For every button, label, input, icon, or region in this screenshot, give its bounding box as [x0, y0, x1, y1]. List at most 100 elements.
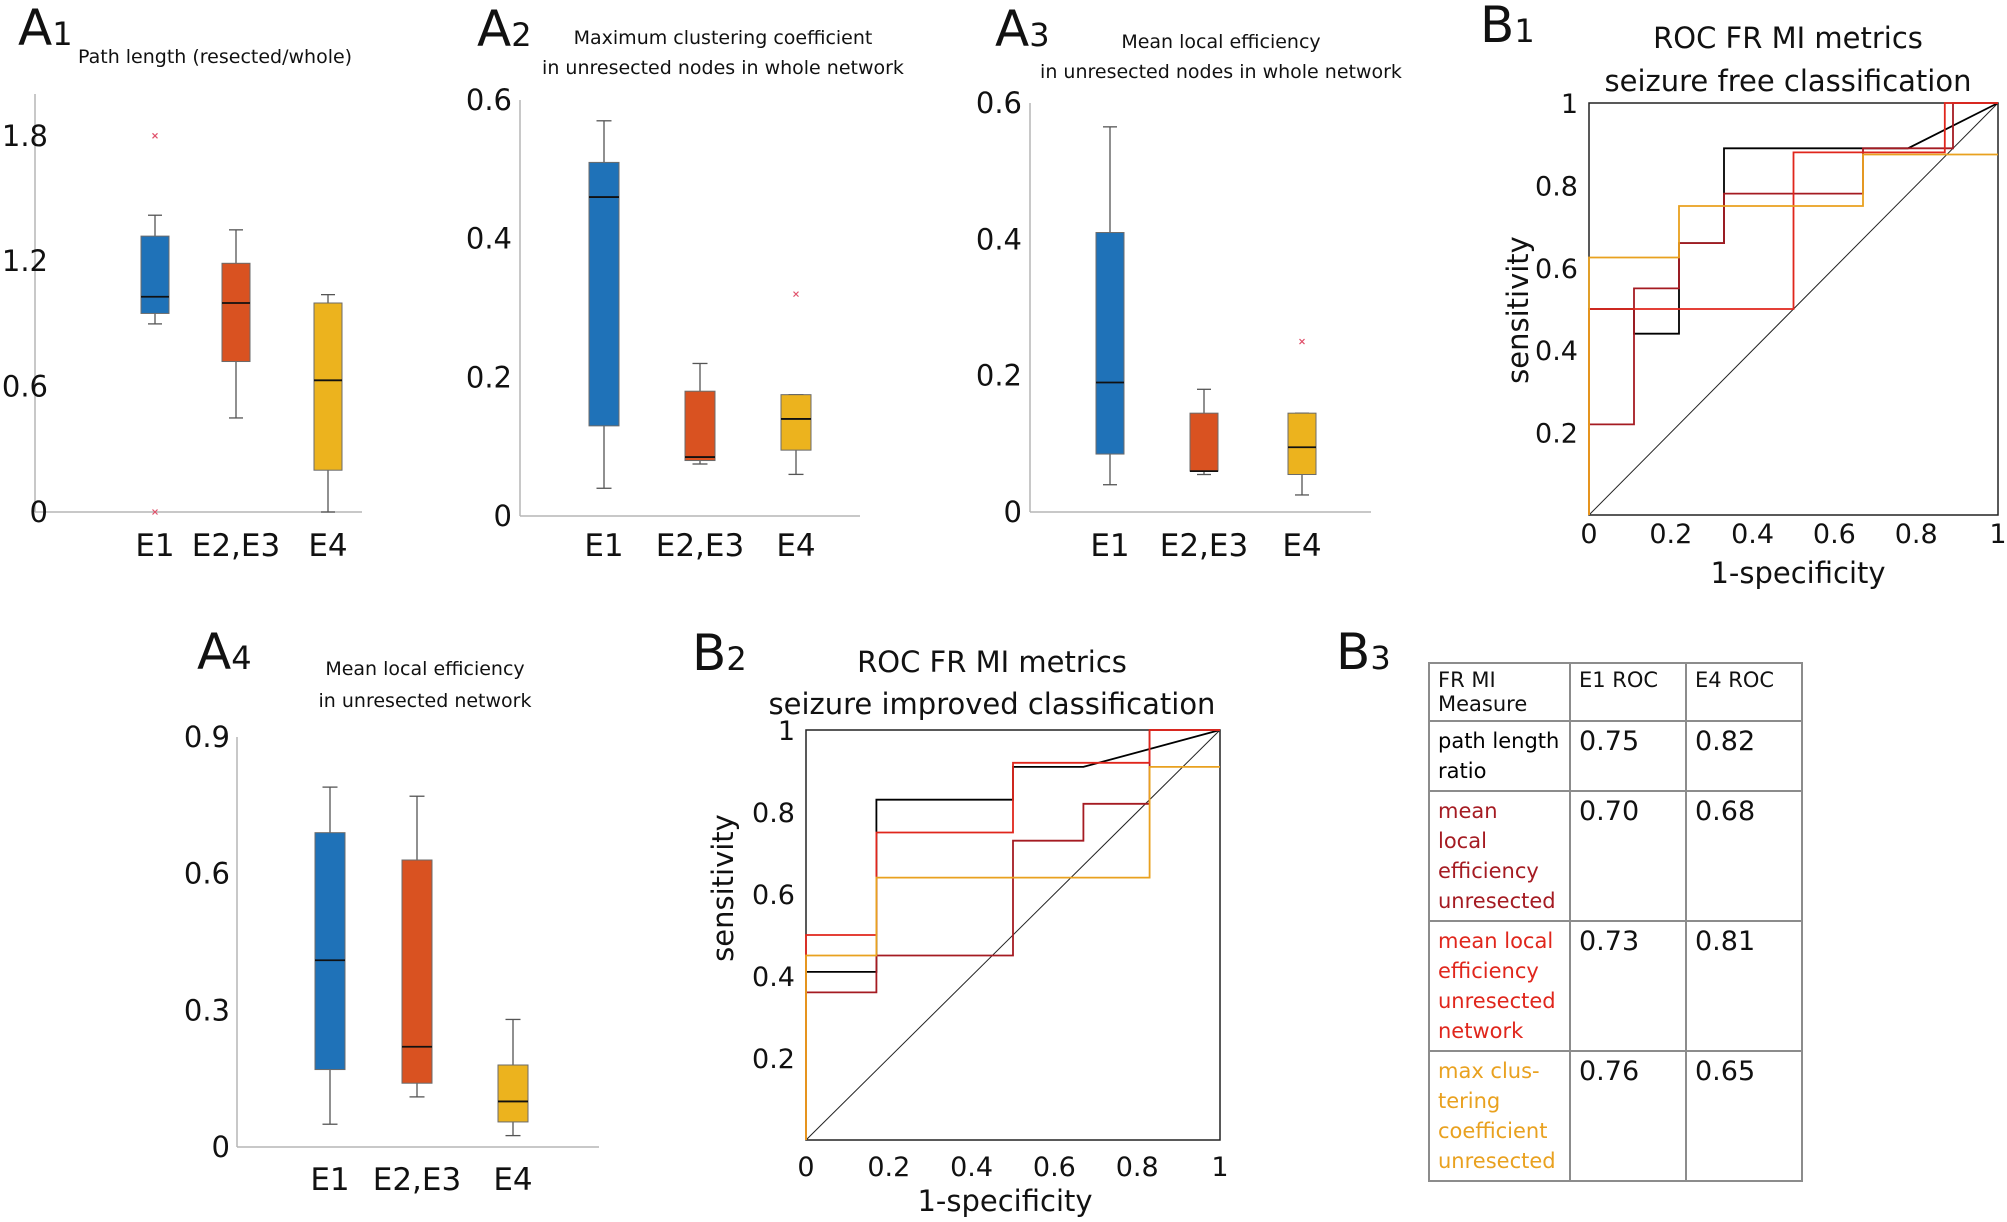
x-category-label: E2,E3 — [192, 528, 280, 564]
table-header-measure: FR MI Measure — [1428, 662, 1571, 722]
table-measure-line: path length — [1438, 729, 1560, 753]
box-body — [1287, 412, 1317, 476]
table-header-e1: E1 ROC — [1569, 662, 1687, 722]
table-cell-measure: path length ratio — [1428, 720, 1571, 792]
table-cell-e4-roc: 0.68 — [1685, 790, 1803, 922]
y-axis-label: sensitivity — [706, 814, 740, 962]
y-tick-label: 0 — [212, 1130, 230, 1164]
box-body — [1189, 412, 1219, 472]
roc-curve-line — [805, 729, 1220, 1140]
table-cell-measure: max clus-tering coefficient unresected — [1428, 1050, 1571, 1182]
roc-curve-line — [805, 729, 1221, 1140]
chart-title-line: ROC FR MI metrics — [1653, 21, 1923, 55]
y-tick-label: 0.2 — [466, 360, 512, 394]
y-tick-label: 0.4 — [752, 962, 795, 993]
y-tick-label: 0.6 — [184, 857, 230, 891]
y-tick-label: 1.8 — [2, 119, 48, 153]
box-outlier — [793, 291, 799, 298]
table-measure-line: unresected — [1438, 989, 1556, 1013]
table-row: mean local efficiency unresected network 0.7… — [1428, 920, 1803, 1052]
panel-label: B2 — [692, 624, 747, 682]
y-tick-label: 1 — [778, 716, 795, 747]
table-measure-line: ratio — [1438, 759, 1487, 783]
chart-title-line: in unresected nodes in whole network — [542, 57, 904, 79]
table-measure-line: mean local — [1438, 929, 1554, 953]
y-tick-label: 0.2 — [976, 359, 1022, 393]
table-measure-line: efficiency — [1438, 859, 1539, 883]
table-measure-line: network — [1438, 1019, 1524, 1043]
y-tick-label: 1.2 — [2, 244, 48, 278]
table-cell-measure: mean local efficiency unresected network — [1428, 920, 1571, 1052]
box-outlier — [1299, 338, 1305, 345]
x-category-label: E1 — [135, 528, 174, 564]
roc-curve-line — [805, 766, 1220, 1140]
box-body — [221, 262, 251, 363]
x-tick-label: 0.4 — [950, 1152, 993, 1183]
y-tick-label: 0.6 — [1535, 254, 1578, 285]
box-body — [314, 832, 346, 1071]
table-row: max clus-tering coefficient unresected 0.76… — [1428, 1050, 1803, 1182]
table-cell-e4-roc: 0.81 — [1685, 920, 1803, 1052]
x-tick-label: 0.8 — [1895, 519, 1938, 550]
table-header-line: Measure — [1438, 692, 1528, 716]
table-cell-e1-roc: 0.73 — [1569, 920, 1687, 1052]
y-tick-label: 0 — [494, 499, 512, 533]
x-tick-label: 0.4 — [1731, 519, 1774, 550]
table-row: mean local efficiency unresected 0.70 0.68 — [1428, 790, 1803, 922]
table-cell-e4-roc: 0.65 — [1685, 1050, 1803, 1182]
table-measure-line: efficiency — [1438, 959, 1539, 983]
x-tick-label: 1 — [1989, 519, 2006, 550]
box-outlier — [152, 509, 158, 515]
panel-label-index: 2 — [726, 640, 746, 678]
x-tick-label: 0.2 — [867, 1152, 910, 1183]
table-header-e4: E4 ROC — [1685, 662, 1803, 722]
y-tick-label: 0.4 — [976, 222, 1022, 256]
chart-title-line: Path length (resected/whole) — [78, 46, 352, 68]
y-tick-label: 0.2 — [1535, 419, 1578, 450]
y-tick-label: 0.6 — [752, 880, 795, 911]
y-tick-label: 0.6 — [2, 370, 48, 404]
box-body — [140, 235, 170, 314]
box-body — [497, 1064, 529, 1123]
panel-label-index: 3 — [1029, 16, 1049, 54]
panel-label: B3 — [1336, 623, 1391, 681]
x-tick-label: 0.6 — [1813, 519, 1856, 550]
panel-label: A1 — [18, 0, 73, 57]
table-cell-e1-roc: 0.70 — [1569, 790, 1687, 922]
table-cell-e4-roc: 0.82 — [1685, 720, 1803, 792]
panel-label-index: 1 — [1514, 12, 1534, 50]
x-tick-label: 0 — [1580, 519, 1597, 550]
y-tick-label: 0.8 — [752, 798, 795, 829]
y-axis-label: sensitivity — [1501, 236, 1535, 384]
panel-label-index: 2 — [511, 16, 531, 54]
box-outlier — [152, 132, 158, 139]
x-tick-label: 0 — [797, 1152, 814, 1183]
table-measure-line: unresected — [1438, 889, 1556, 913]
x-category-label: E1 — [310, 1162, 349, 1198]
x-axis-label: 1-specificity — [1710, 556, 1885, 590]
x-category-label: E2,E3 — [1160, 528, 1248, 564]
y-tick-label: 0.8 — [1535, 171, 1578, 202]
panel-label: A2 — [477, 0, 532, 58]
panel-label-index: 3 — [1370, 639, 1390, 677]
chart-title-line: Maximum clustering coefficient — [574, 27, 873, 49]
y-tick-label: 0.6 — [976, 86, 1022, 120]
x-tick-label: 0.6 — [1033, 1152, 1076, 1183]
y-tick-label: 0 — [30, 495, 48, 529]
table-header-row: FR MI Measure E1 ROC E4 ROC — [1428, 662, 1803, 722]
x-category-label: E4 — [308, 528, 347, 564]
table-cell-measure: mean local efficiency unresected — [1428, 790, 1571, 922]
x-category-label: E1 — [1090, 528, 1129, 564]
box-body — [401, 859, 433, 1084]
y-tick-label: 0 — [1004, 495, 1022, 529]
roc-curve-line — [1588, 153, 1998, 515]
table-cell-e1-roc: 0.75 — [1569, 720, 1687, 792]
x-category-label: E4 — [493, 1162, 532, 1198]
y-tick-label: 1 — [1561, 89, 1578, 120]
y-tick-label: 0.9 — [184, 720, 230, 754]
table-measure-line: mean — [1438, 799, 1498, 823]
x-tick-label: 0.2 — [1649, 519, 1692, 550]
box-body — [1095, 232, 1125, 455]
x-category-label: E2,E3 — [373, 1162, 461, 1198]
y-tick-label: 0.4 — [466, 222, 512, 256]
